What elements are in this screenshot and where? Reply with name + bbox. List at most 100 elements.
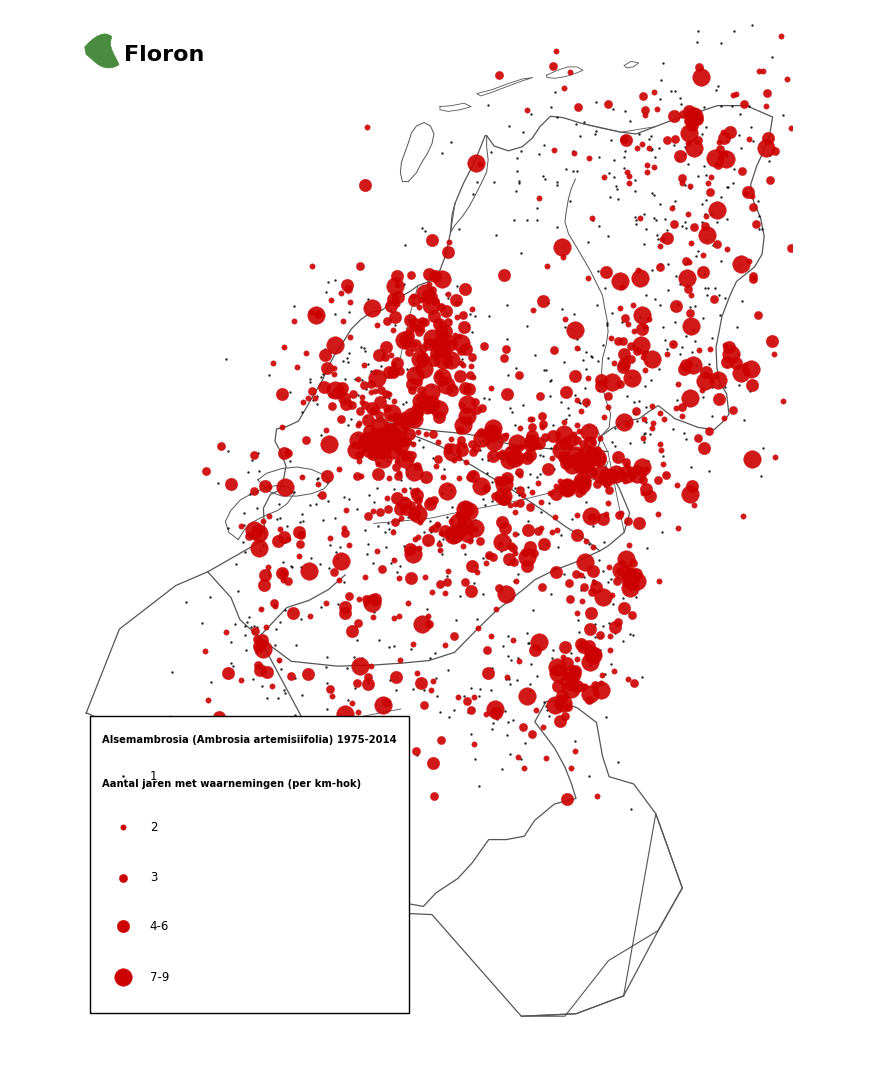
Point <box>450 689 464 706</box>
Point <box>386 393 400 410</box>
Point <box>414 675 428 692</box>
Point <box>508 183 522 200</box>
Point <box>427 307 441 325</box>
Point <box>622 625 636 643</box>
Point <box>684 478 698 495</box>
Point <box>484 450 498 467</box>
Point <box>588 578 602 595</box>
Point <box>443 133 457 150</box>
Point <box>434 322 448 340</box>
Point <box>504 651 518 668</box>
Point <box>493 448 507 465</box>
Point <box>639 286 653 303</box>
Point <box>461 317 474 334</box>
Point <box>533 388 547 405</box>
Point <box>680 135 694 152</box>
Point <box>536 362 550 379</box>
Point <box>251 444 265 462</box>
Point <box>653 441 667 458</box>
Point <box>684 117 698 134</box>
Point <box>289 636 302 653</box>
Point <box>548 43 562 60</box>
Point <box>573 632 587 649</box>
Point <box>524 431 538 448</box>
Point <box>494 542 507 559</box>
Point <box>553 472 567 489</box>
Point <box>565 511 579 528</box>
Point <box>364 435 378 452</box>
Point <box>294 526 308 543</box>
Point <box>501 439 514 456</box>
Point <box>547 437 561 454</box>
Point <box>544 650 558 667</box>
Point <box>249 500 263 517</box>
Point <box>409 746 423 764</box>
Point <box>417 395 431 412</box>
Point <box>628 215 642 232</box>
Point <box>501 713 514 730</box>
Point <box>535 719 549 736</box>
Point <box>545 57 559 74</box>
Point <box>529 200 543 217</box>
Point <box>701 356 715 373</box>
Point <box>733 139 746 156</box>
Point <box>507 480 521 497</box>
Point <box>393 363 407 380</box>
Point <box>634 135 648 152</box>
Point <box>608 465 622 482</box>
Point <box>455 306 469 323</box>
Point <box>458 454 472 471</box>
Point <box>372 346 386 363</box>
Point <box>644 140 658 157</box>
Point <box>567 742 581 759</box>
Point <box>674 169 688 186</box>
Point <box>659 345 673 362</box>
Point <box>249 631 263 648</box>
Point <box>350 417 364 434</box>
Point <box>415 313 428 330</box>
Point <box>547 696 561 713</box>
Point <box>619 164 633 181</box>
Text: 4-6: 4-6 <box>149 920 169 933</box>
Point <box>596 533 610 550</box>
Point <box>554 441 567 458</box>
Point <box>734 163 748 180</box>
Point <box>632 270 646 287</box>
Point <box>629 413 643 431</box>
Point <box>441 708 455 725</box>
Point <box>641 139 655 156</box>
Point <box>697 217 711 235</box>
Point <box>652 360 666 377</box>
Point <box>580 417 594 434</box>
Point <box>322 680 336 697</box>
Point <box>562 192 576 209</box>
Point <box>750 193 764 210</box>
Point <box>292 547 306 564</box>
Point <box>587 629 601 646</box>
Point <box>414 393 428 410</box>
Point <box>439 568 453 585</box>
Point <box>641 311 655 328</box>
Point <box>464 583 478 600</box>
Point <box>568 116 582 133</box>
Point <box>535 416 549 433</box>
Point <box>573 567 587 584</box>
Point <box>557 426 571 443</box>
Point <box>379 313 393 330</box>
Point <box>418 285 432 302</box>
Point <box>350 371 364 388</box>
Point <box>415 317 428 334</box>
Point <box>484 144 498 161</box>
Point <box>342 304 355 321</box>
Point <box>561 672 575 689</box>
Point <box>432 409 446 426</box>
Point <box>706 291 720 308</box>
Point <box>413 350 427 367</box>
Point <box>378 348 392 365</box>
Point <box>479 555 493 572</box>
Point <box>407 410 421 427</box>
Point <box>351 704 365 721</box>
Point <box>651 572 665 589</box>
Point <box>280 517 294 534</box>
Point <box>370 316 384 333</box>
